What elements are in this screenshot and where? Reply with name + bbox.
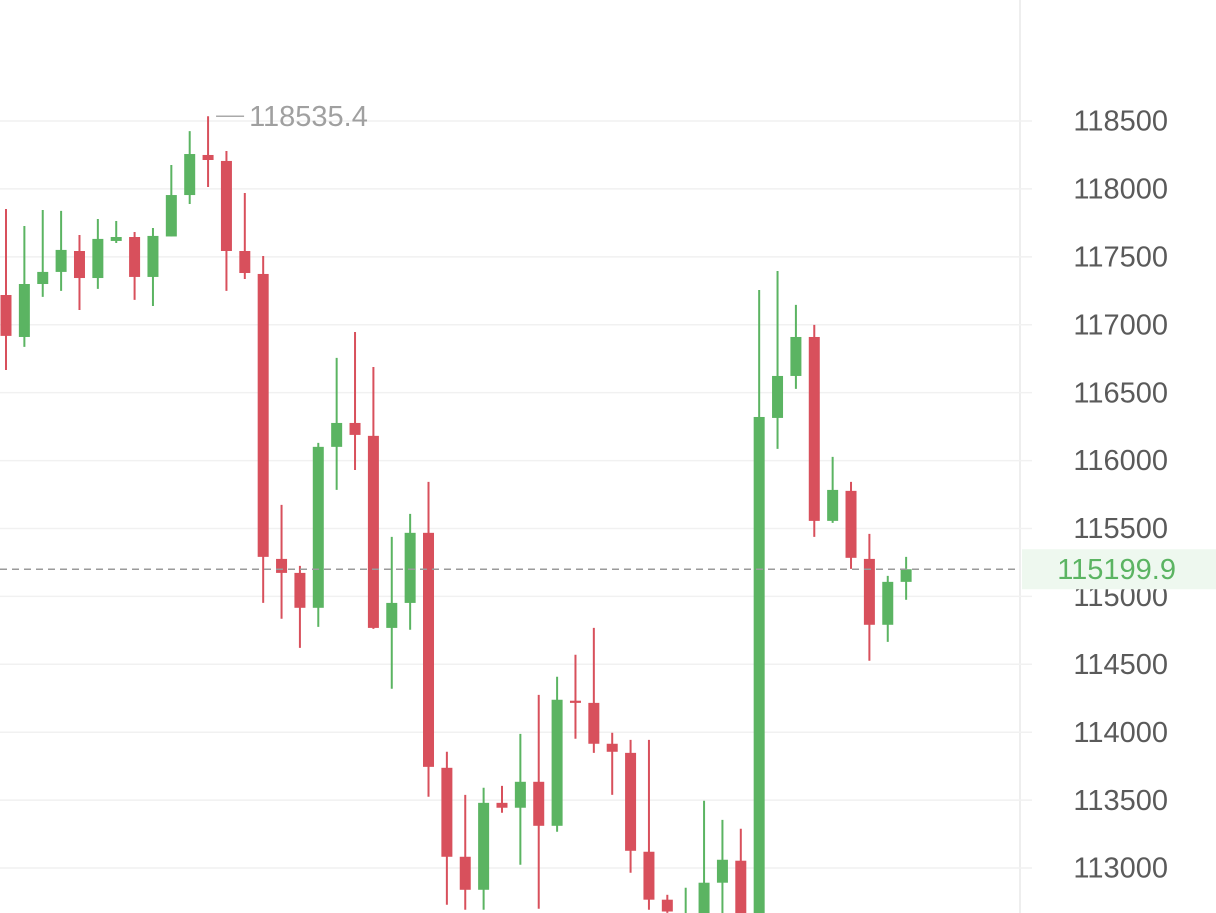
candle-body: [92, 238, 104, 279]
candle-body: [808, 336, 820, 521]
candle-body: [661, 899, 673, 912]
candle-body: [827, 489, 839, 521]
candle-body: [37, 271, 49, 285]
candle-body: [73, 251, 85, 279]
candle-body: [900, 569, 912, 582]
y-tick-label: 118500: [1073, 106, 1168, 138]
candle-body: [625, 752, 637, 851]
candle-body: [514, 781, 526, 808]
candle-body: [367, 435, 379, 628]
candle-body: [239, 251, 251, 274]
candle-body: [735, 860, 747, 913]
y-tick-label: 115500: [1073, 513, 1168, 545]
y-tick-label: 113000: [1073, 853, 1168, 885]
y-tick-label: 114000: [1073, 717, 1168, 749]
candle-body: [147, 235, 159, 277]
candle-body: [569, 700, 581, 703]
y-tick-label: 114500: [1073, 649, 1168, 681]
y-tick-label: 113500: [1073, 785, 1168, 817]
candle-body: [165, 195, 177, 237]
candle-body: [459, 856, 471, 890]
candle-body: [533, 781, 545, 826]
candle-body: [55, 249, 67, 272]
candle-body: [551, 699, 563, 826]
y-tick-label: 116000: [1073, 445, 1168, 477]
candle-body: [312, 446, 324, 608]
candle-body: [882, 581, 894, 625]
candle-body: [643, 851, 655, 900]
candle-body: [863, 558, 875, 625]
candle-body: [110, 237, 122, 241]
candle-body: [18, 284, 30, 337]
candle-body: [386, 602, 398, 628]
candle-body: [441, 767, 453, 857]
candle-body: [753, 416, 765, 913]
candle-body: [496, 802, 508, 808]
candle-body: [845, 490, 857, 558]
candle-body: [184, 154, 196, 196]
candle-body: [129, 237, 141, 277]
candle-body: [478, 802, 490, 890]
y-tick-label: 116500: [1073, 377, 1168, 409]
candle-body: [698, 882, 710, 913]
candle-body: [331, 422, 343, 447]
candle-body: [790, 336, 802, 376]
candle-body: [772, 375, 784, 418]
high-label: 118535.4: [249, 101, 368, 133]
candle-body: [423, 532, 435, 767]
y-tick-label: 118000: [1073, 174, 1168, 206]
candle-body: [294, 572, 306, 608]
candle-body: [349, 422, 361, 435]
candle-body: [276, 558, 288, 573]
y-tick-label: 117000: [1073, 309, 1168, 341]
candle-body: [716, 859, 728, 883]
candle-body: [606, 743, 618, 752]
candle-body: [257, 273, 269, 557]
candle-body: [0, 295, 12, 336]
candle-body: [220, 160, 232, 252]
candle-body: [588, 702, 600, 744]
candle-body: [404, 532, 416, 603]
candle-body: [202, 154, 214, 160]
y-tick-label: 117500: [1073, 241, 1168, 273]
last-price-label: 115199.9: [1057, 554, 1176, 586]
last-price-box: [1022, 549, 1216, 590]
